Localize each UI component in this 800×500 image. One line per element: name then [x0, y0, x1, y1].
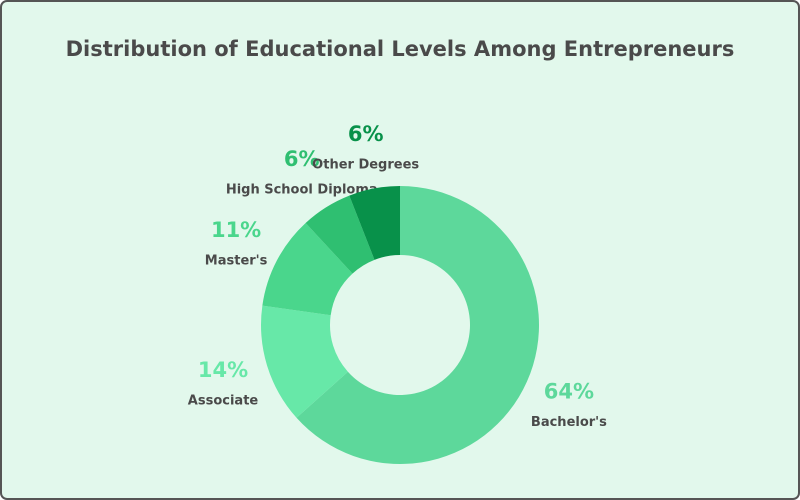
chart-title: Distribution of Educational Levels Among…: [66, 37, 735, 61]
value-label: 64%: [544, 379, 594, 403]
category-label: High School Diploma: [226, 183, 378, 198]
slice: [261, 305, 348, 418]
slice: [349, 186, 400, 260]
slice: [296, 186, 539, 465]
slice: [305, 195, 375, 274]
value-label: 14%: [198, 358, 248, 382]
slice: [262, 222, 353, 316]
category-label: Master's: [205, 254, 268, 269]
category-label: Bachelor's: [531, 415, 607, 430]
value-label: 6%: [284, 147, 320, 171]
category-label: Associate: [188, 393, 259, 408]
value-label: 6%: [348, 122, 384, 146]
value-label: 11%: [211, 218, 261, 242]
category-label: Other Degrees: [312, 158, 419, 173]
